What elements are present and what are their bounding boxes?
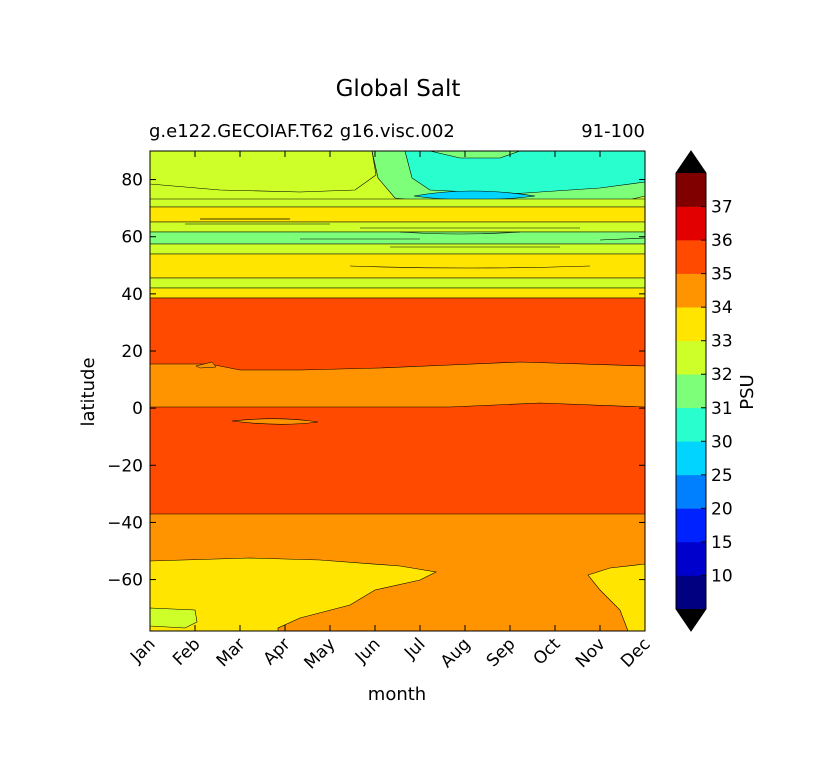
colorbar-swatch (676, 474, 706, 509)
y-tick-label: 80 (121, 171, 143, 191)
colorbar-tick-label: 35 (711, 265, 733, 285)
x-axis-label: month (368, 684, 426, 705)
y-axis-label: latitude (78, 357, 99, 426)
contour-band-64 (150, 231, 645, 245)
colorbar-swatch (676, 575, 706, 610)
colorbar-tick-label: 33 (711, 332, 733, 352)
colorbar-tick-label: 36 (711, 231, 733, 251)
colorbar-label: PSU (737, 374, 758, 409)
chart-subtitle-left: g.e122.GECOIAF.T62 g16.visc.002 (149, 121, 455, 142)
contour-band-south-subtropic (150, 402, 645, 515)
contour-band-47 (150, 277, 645, 289)
colorbar-swatch (676, 508, 706, 543)
contour-region-south-33-east (587, 563, 645, 631)
y-tick-label: −40 (107, 513, 143, 533)
x-tick-label: May (301, 634, 340, 673)
colorbar-tick-label: 32 (711, 365, 733, 385)
x-tick-label: Dec (617, 634, 654, 671)
colorbar-tick-label: 20 (711, 499, 733, 519)
contour-region-arctic-lobe (150, 151, 377, 193)
x-tick-label: Apr (260, 634, 295, 669)
chart-subtitle-right: 91-100 (581, 121, 645, 142)
colorbar-swatch (676, 240, 706, 274)
contour-band-north-subtropic (150, 297, 645, 371)
y-tick-label: 0 (132, 399, 143, 419)
x-tick-label: Aug (437, 634, 475, 672)
colorbar-swatch (676, 374, 706, 409)
contour-line-d (399, 231, 521, 235)
colorbar-tick-label: 37 (711, 198, 733, 218)
contour-band-68 (150, 221, 645, 233)
contour-region-arctic-fresher (404, 151, 645, 195)
contour-band-72 (150, 206, 645, 223)
y-tick-label: −60 (107, 571, 143, 591)
x-tick-label: Nov (572, 634, 610, 672)
contour-line-h (349, 265, 591, 269)
contour-line-f (599, 237, 645, 241)
colorbar-swatch (676, 307, 706, 341)
x-tick-label: Mar (213, 634, 250, 671)
colorbar-tick-label: 15 (711, 533, 733, 553)
plot-frame (149, 150, 646, 632)
colorbar-extend-min (676, 609, 706, 631)
contour-band-60 (150, 243, 645, 255)
y-axis: −60 −40 −20 0 20 40 60 80 (107, 171, 645, 591)
x-tick-label: Oct (530, 634, 565, 669)
contour-equatorial-lens (231, 418, 319, 425)
colorbar-extend-max (676, 151, 706, 173)
x-tick-label: Sep (483, 634, 520, 671)
y-tick-label: 20 (121, 342, 143, 362)
y-tick-label: 60 (121, 228, 143, 248)
colorbar-swatch (676, 273, 706, 308)
colorbar: 10 15 20 25 30 31 32 33 34 35 36 37 (675, 150, 733, 632)
contour-region-south-32 (150, 607, 198, 629)
colorbar-tick-label: 34 (711, 298, 733, 318)
contour-region-south-33 (150, 557, 437, 631)
colorbar-swatch (676, 407, 706, 442)
colorbar-swatch (676, 340, 706, 375)
colorbar-outline (675, 150, 707, 632)
y-tick-label: −20 (107, 456, 143, 476)
x-tick-label: Jul (400, 634, 429, 663)
x-tick-label: Jan (126, 634, 159, 667)
x-tick-label: Jun (351, 634, 385, 668)
colorbar-swatch (676, 541, 706, 576)
contour-notch (195, 361, 217, 369)
chart-title: Global Salt (335, 76, 461, 102)
colorbar-swatch (676, 441, 706, 476)
colorbar-swatch (676, 173, 706, 207)
colorbar-tick-label: 10 (711, 566, 733, 586)
colorbar-tick-label: 31 (711, 399, 733, 419)
contour-band-43 (150, 287, 645, 299)
contour-band-55 (150, 253, 645, 279)
contour-plot (150, 151, 645, 631)
colorbar-tick-label: 30 (711, 432, 733, 452)
contour-band-78 (150, 198, 645, 208)
y-tick-label: 40 (121, 285, 143, 305)
colorbar-swatch (676, 206, 706, 241)
x-tick-label: Feb (169, 634, 204, 669)
colorbar-tick-label: 25 (711, 466, 733, 486)
